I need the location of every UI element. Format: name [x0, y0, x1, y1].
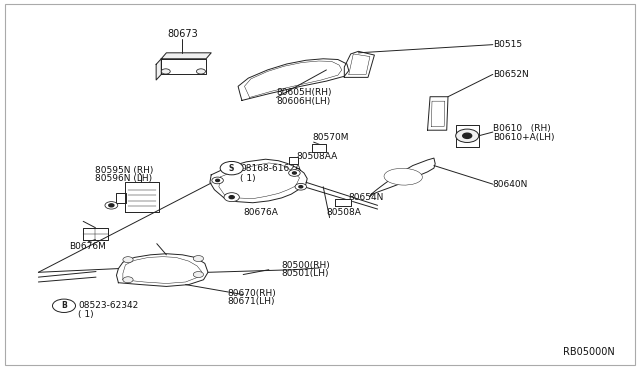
Text: 80501(LH): 80501(LH)	[282, 269, 329, 278]
Text: 80670(RH): 80670(RH)	[227, 289, 276, 298]
Text: 80673: 80673	[167, 29, 198, 39]
Polygon shape	[161, 59, 206, 74]
Circle shape	[105, 202, 118, 209]
Polygon shape	[125, 182, 159, 212]
Polygon shape	[370, 158, 435, 196]
Polygon shape	[156, 59, 161, 80]
Text: 80676A: 80676A	[243, 208, 278, 217]
Text: B0652N: B0652N	[493, 70, 529, 79]
Text: ( 1): ( 1)	[240, 174, 255, 183]
Text: 80640N: 80640N	[493, 180, 528, 189]
Circle shape	[229, 196, 234, 199]
Polygon shape	[289, 157, 298, 164]
Circle shape	[456, 129, 479, 142]
Text: S: S	[229, 164, 234, 173]
Circle shape	[123, 257, 133, 263]
Circle shape	[224, 193, 239, 202]
Text: B: B	[61, 301, 67, 310]
Circle shape	[299, 186, 303, 188]
Text: 80605H(RH): 80605H(RH)	[276, 89, 332, 97]
Text: B0676M: B0676M	[69, 242, 106, 251]
Circle shape	[220, 161, 243, 175]
Polygon shape	[312, 144, 326, 152]
Circle shape	[289, 170, 300, 176]
Text: 80500(RH): 80500(RH)	[282, 261, 330, 270]
Text: B0610+A(LH): B0610+A(LH)	[493, 133, 554, 142]
Text: B0515: B0515	[493, 40, 522, 49]
Polygon shape	[456, 125, 479, 147]
Polygon shape	[335, 199, 351, 206]
Polygon shape	[344, 51, 374, 77]
Polygon shape	[83, 228, 108, 240]
Circle shape	[52, 299, 76, 312]
Circle shape	[463, 133, 472, 138]
Circle shape	[216, 179, 220, 182]
Text: 80606H(LH): 80606H(LH)	[276, 97, 331, 106]
Text: 80671(LH): 80671(LH)	[227, 297, 275, 306]
Polygon shape	[161, 53, 211, 59]
Polygon shape	[428, 97, 448, 130]
Polygon shape	[238, 59, 349, 100]
Circle shape	[123, 277, 133, 283]
Text: RB05000N: RB05000N	[563, 347, 614, 357]
Circle shape	[161, 69, 170, 74]
Polygon shape	[116, 193, 126, 203]
Circle shape	[193, 272, 204, 278]
Text: 80508A: 80508A	[326, 208, 361, 217]
Text: ( 1): ( 1)	[78, 310, 93, 319]
Circle shape	[109, 204, 114, 207]
Circle shape	[295, 183, 307, 190]
Circle shape	[292, 172, 296, 174]
Text: 80570M: 80570M	[312, 133, 349, 142]
Text: 80654N: 80654N	[349, 193, 384, 202]
Circle shape	[212, 177, 223, 184]
Text: 80595N (RH): 80595N (RH)	[95, 166, 153, 175]
Circle shape	[193, 256, 204, 262]
Text: B0610   (RH): B0610 (RH)	[493, 124, 550, 133]
Text: 80596N (LH): 80596N (LH)	[95, 174, 152, 183]
Circle shape	[196, 69, 205, 74]
Text: 08523-62342: 08523-62342	[78, 301, 138, 310]
Text: 80508AA: 80508AA	[296, 152, 337, 161]
Polygon shape	[116, 254, 208, 286]
Polygon shape	[210, 159, 307, 203]
Ellipse shape	[384, 168, 422, 185]
Text: 08168-6162A: 08168-6162A	[240, 164, 301, 173]
